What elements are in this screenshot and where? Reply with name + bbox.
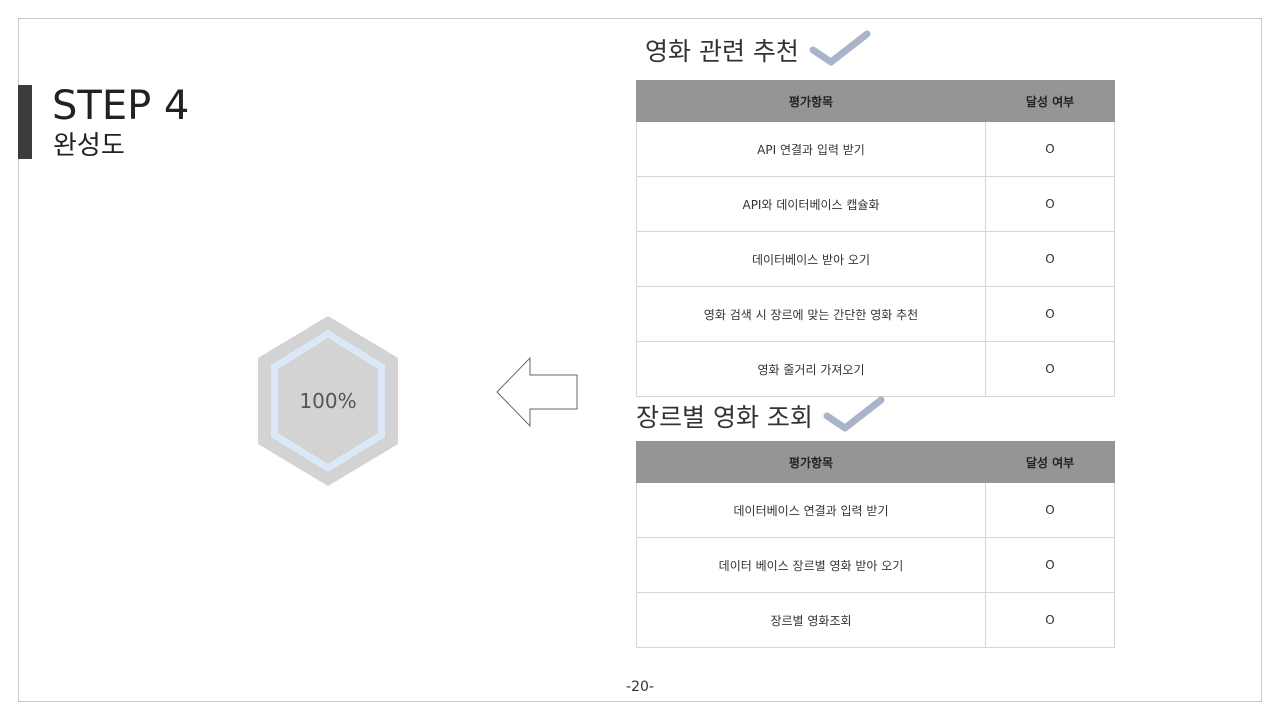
slide-frame bbox=[18, 18, 1262, 702]
step-accent-bar bbox=[18, 85, 32, 159]
checkmark-icon bbox=[809, 30, 871, 66]
row-result: O bbox=[985, 537, 1115, 593]
row-result: O bbox=[985, 286, 1115, 342]
header-item: 평가항목 bbox=[636, 441, 986, 483]
hexagon-icon bbox=[258, 316, 398, 486]
evaluation-table-genre-lookup: 평가항목 달성 여부 데이터베이스 연결과 입력 받기 O 데이터 베이스 장르… bbox=[636, 441, 1115, 648]
header-result: 달성 여부 bbox=[985, 80, 1115, 122]
checkmark-icon bbox=[823, 396, 885, 432]
section-title-movie-recommend: 영화 관련 추천 bbox=[645, 30, 871, 70]
row-item: API와 데이터베이스 캡슐화 bbox=[636, 176, 986, 232]
table-row: API와 데이터베이스 캡슐화 O bbox=[636, 176, 1115, 232]
table-row: 데이터 베이스 장르별 영화 받아 오기 O bbox=[636, 537, 1115, 593]
row-result: O bbox=[985, 341, 1115, 397]
row-result: O bbox=[985, 231, 1115, 287]
row-item: 데이터 베이스 장르별 영화 받아 오기 bbox=[636, 537, 986, 593]
row-item: 영화 검색 시 장르에 맞는 간단한 영화 추천 bbox=[636, 286, 986, 342]
table-row: 데이터베이스 받아 오기 O bbox=[636, 231, 1115, 287]
page-number: -20- bbox=[626, 679, 654, 695]
header-item: 평가항목 bbox=[636, 80, 986, 122]
table-row: 장르별 영화조회 O bbox=[636, 592, 1115, 648]
table-row: 영화 줄거리 가져오기 O bbox=[636, 341, 1115, 397]
step-subtitle: 완성도 bbox=[53, 131, 125, 161]
row-result: O bbox=[985, 176, 1115, 232]
table-row: API 연결과 입력 받기 O bbox=[636, 121, 1115, 177]
header-result: 달성 여부 bbox=[985, 441, 1115, 483]
row-item: API 연결과 입력 받기 bbox=[636, 121, 986, 177]
row-item: 장르별 영화조회 bbox=[636, 592, 986, 648]
step-title: STEP 4 bbox=[52, 83, 190, 129]
left-arrow-icon bbox=[496, 357, 578, 427]
row-result: O bbox=[985, 121, 1115, 177]
section-title-genre-lookup: 장르별 영화 조회 bbox=[636, 396, 885, 436]
completion-hexagon: 100% bbox=[258, 316, 398, 486]
row-item: 데이터베이스 연결과 입력 받기 bbox=[636, 482, 986, 538]
row-result: O bbox=[985, 592, 1115, 648]
completion-percent: 100% bbox=[299, 389, 357, 413]
row-item: 데이터베이스 받아 오기 bbox=[636, 231, 986, 287]
table-row: 영화 검색 시 장르에 맞는 간단한 영화 추천 O bbox=[636, 286, 1115, 342]
table-row: 데이터베이스 연결과 입력 받기 O bbox=[636, 482, 1115, 538]
row-result: O bbox=[985, 482, 1115, 538]
row-item: 영화 줄거리 가져오기 bbox=[636, 341, 986, 397]
evaluation-table-movie-recommend: 평가항목 달성 여부 API 연결과 입력 받기 O API와 데이터베이스 캡… bbox=[636, 80, 1115, 397]
